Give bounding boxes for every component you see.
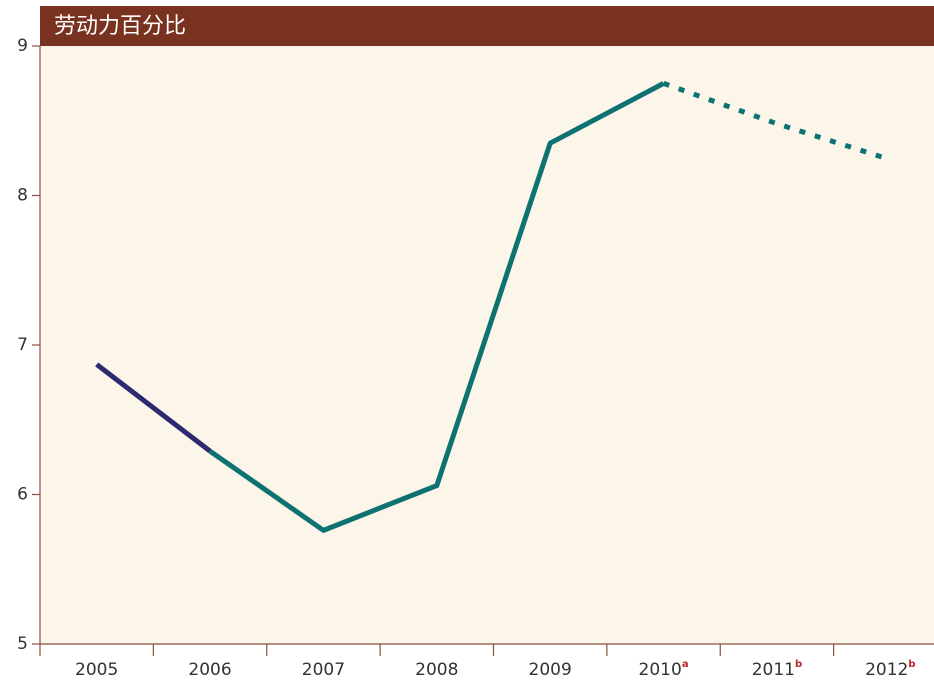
title-bar bbox=[40, 6, 934, 46]
category-note: a bbox=[682, 659, 689, 670]
category-label: 2006 bbox=[188, 660, 231, 680]
category-label: 2008 bbox=[415, 660, 458, 680]
category-label: 2011 bbox=[752, 660, 795, 680]
x-tick-label: 2011b bbox=[752, 659, 802, 680]
category-label: 2005 bbox=[75, 660, 118, 680]
category-label: 2009 bbox=[529, 660, 572, 680]
x-tick-label: 2005 bbox=[75, 660, 118, 680]
category-label: 2007 bbox=[302, 660, 345, 680]
x-tick-label: 2007 bbox=[302, 660, 345, 680]
plot-background bbox=[40, 46, 934, 644]
category-note: b bbox=[795, 659, 802, 670]
y-tick-label: 5 bbox=[17, 634, 28, 654]
x-tick-label: 2008 bbox=[415, 660, 458, 680]
category-label: 2010 bbox=[639, 660, 682, 680]
category-label: 2012 bbox=[865, 660, 908, 680]
x-tick-label: 2009 bbox=[529, 660, 572, 680]
line-series bbox=[208, 81, 665, 533]
y-tick-label: 8 bbox=[17, 186, 28, 206]
x-tick-label: 2006 bbox=[188, 660, 231, 680]
y-tick-label: 6 bbox=[17, 485, 28, 505]
x-tick-label: 2010a bbox=[639, 659, 689, 680]
y-tick-label: 9 bbox=[17, 36, 28, 56]
x-tick-label: 2012b bbox=[865, 659, 915, 680]
line-series bbox=[95, 362, 212, 454]
y-tick-label: 7 bbox=[17, 335, 28, 355]
category-note: b bbox=[908, 659, 915, 670]
chart-title: 劳动力百分比 bbox=[54, 14, 186, 39]
